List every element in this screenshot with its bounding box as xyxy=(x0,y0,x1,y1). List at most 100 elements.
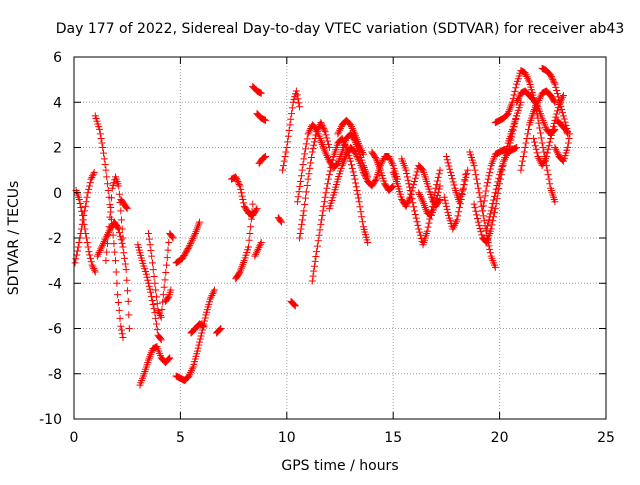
data-point-track-27 xyxy=(354,190,362,198)
data-point-track-43 xyxy=(552,113,560,121)
data-point-track-32 xyxy=(413,218,421,226)
data-point-track-43 xyxy=(530,134,538,142)
data-point-track-15 xyxy=(216,325,224,333)
data-point-track-29 xyxy=(347,121,355,129)
data-point-track-7 xyxy=(144,276,152,284)
y-tick-label: -10 xyxy=(39,412,62,428)
data-point-track-4 xyxy=(97,245,105,253)
data-point-track-16 xyxy=(234,177,242,185)
data-point-track-32 xyxy=(403,173,411,181)
data-point-track-27 xyxy=(310,262,318,270)
data-point-track-9 xyxy=(159,298,167,306)
data-point-track-27 xyxy=(316,226,324,234)
data-point-track-28 xyxy=(371,177,379,185)
data-point-track-32 xyxy=(408,195,416,203)
data-point-track-5 xyxy=(117,207,125,215)
data-point-track-35 xyxy=(445,162,453,170)
data-point-track-45 xyxy=(553,147,561,155)
data-point-track-10 xyxy=(167,286,175,294)
data-point-track-31 xyxy=(405,196,413,204)
data-point-track-13 xyxy=(201,314,209,322)
data-point-track-26 xyxy=(320,126,328,134)
data-point-track-38 xyxy=(513,144,521,151)
data-point-track-23 xyxy=(294,95,302,103)
data-point-track-18 xyxy=(251,252,259,260)
data-point-track-38 xyxy=(482,187,490,195)
data-point-track-32 xyxy=(403,170,411,178)
data-point-track-26 xyxy=(296,234,304,242)
data-point-track-40 xyxy=(536,129,544,137)
data-point-track-44 xyxy=(559,112,567,120)
data-point-track-25 xyxy=(303,135,311,143)
data-point-track-21 xyxy=(262,153,270,161)
data-point-track-5 xyxy=(103,248,111,256)
data-point-track-22 xyxy=(277,217,285,225)
data-point-track-23 xyxy=(288,110,296,118)
data-point-track-3 xyxy=(104,180,112,188)
data-point-track-42 xyxy=(536,95,544,103)
data-point-track-32 xyxy=(424,223,432,231)
data-point-track-40 xyxy=(510,91,518,99)
data-point-track-16 xyxy=(232,174,240,182)
data-point-track-32 xyxy=(432,184,440,192)
data-point-track-26 xyxy=(309,145,317,153)
data-point-track-4 xyxy=(122,266,130,274)
data-point-track-27 xyxy=(308,277,316,285)
data-point-track-3 xyxy=(118,330,126,338)
data-point-track-9 xyxy=(151,279,159,287)
data-point-track-2 xyxy=(83,239,91,247)
data-point-track-8 xyxy=(165,355,173,363)
data-point-track-16 xyxy=(233,176,241,184)
data-point-track-7 xyxy=(156,335,164,343)
data-point-track-4 xyxy=(104,230,112,238)
data-point-track-31 xyxy=(410,177,418,185)
data-point-track-16 xyxy=(232,173,240,181)
data-point-track-26 xyxy=(297,225,305,233)
data-point-track-30 xyxy=(388,183,396,191)
data-point-track-25 xyxy=(299,160,307,168)
data-point-track-42 xyxy=(550,97,558,105)
data-point-track-37 xyxy=(488,221,496,229)
data-point-track-43 xyxy=(542,154,550,162)
data-point-track-26 xyxy=(306,164,314,172)
data-point-track-33 xyxy=(415,189,423,197)
data-point-track-31 xyxy=(403,199,411,207)
data-point-track-26 xyxy=(313,126,321,134)
data-point-track-3 xyxy=(101,160,109,168)
data-point-track-2 xyxy=(83,234,91,242)
data-point-track-13 xyxy=(194,344,202,352)
data-point-track-15 xyxy=(215,326,223,334)
data-point-track-4 xyxy=(119,243,127,251)
y-tick-label: 2 xyxy=(53,141,62,157)
data-point-track-29 xyxy=(355,141,363,149)
data-point-track-9 xyxy=(156,311,164,319)
data-point-track-3 xyxy=(102,166,110,174)
data-point-track-29 xyxy=(350,128,358,136)
data-point-track-40 xyxy=(523,72,531,80)
data-point-track-28 xyxy=(386,154,394,162)
data-point-track-3 xyxy=(99,144,107,151)
data-point-track-39 xyxy=(493,182,501,190)
data-point-track-4 xyxy=(123,276,131,284)
data-point-track-35 xyxy=(450,181,458,189)
data-point-track-45 xyxy=(559,156,567,164)
data-point-track-35 xyxy=(444,159,452,167)
data-point-track-35 xyxy=(461,177,469,185)
data-point-track-37 xyxy=(470,200,478,208)
data-point-track-42 xyxy=(536,93,544,101)
data-point-track-3 xyxy=(97,134,105,142)
data-point-track-32 xyxy=(423,227,431,235)
x-tick-label: 10 xyxy=(278,430,296,446)
data-point-track-16 xyxy=(235,180,243,188)
data-point-track-29 xyxy=(347,123,355,131)
data-point-track-45 xyxy=(553,149,561,157)
data-point-track-32 xyxy=(404,176,412,184)
data-point-track-35 xyxy=(442,153,450,161)
data-point-track-6 xyxy=(123,205,131,213)
data-point-track-2 xyxy=(78,207,86,215)
data-point-track-25 xyxy=(304,130,312,138)
data-point-track-31 xyxy=(404,198,412,206)
data-point-track-41 xyxy=(513,98,521,106)
data-point-track-39 xyxy=(490,192,498,200)
